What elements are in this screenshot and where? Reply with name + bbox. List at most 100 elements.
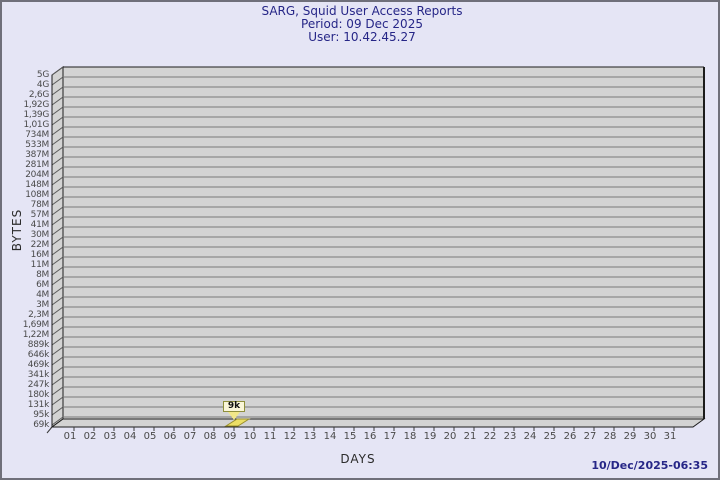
wall-diagonal	[51, 116, 64, 126]
wall-diagonal	[51, 186, 64, 196]
x-tick-label: 08	[203, 431, 217, 442]
x-tick-label: 19	[423, 431, 437, 442]
y-tick-label: 3M	[36, 300, 49, 310]
x-tick-label: 18	[403, 431, 417, 442]
y-tick-label: 41M	[30, 220, 50, 230]
x-tick-label: 02	[83, 431, 97, 442]
y-tick-label: 1,39G	[23, 110, 49, 120]
y-tick-label: 5G	[36, 70, 49, 80]
y-tick-label: 204M	[25, 170, 49, 180]
x-tick-label: 05	[143, 431, 157, 442]
x-tick-label: 04	[123, 431, 137, 442]
x-tick-label: 09	[223, 431, 237, 442]
wall-diagonal	[51, 366, 64, 376]
y-tick-label: 1,22M	[22, 330, 50, 340]
wall-diagonal	[51, 276, 64, 286]
y-tick-label: 734M	[25, 130, 49, 140]
wall-diagonal	[51, 266, 64, 276]
y-tick-label: 469k	[27, 360, 50, 370]
y-tick-label: 247k	[27, 380, 50, 390]
wall-diagonal	[51, 306, 64, 316]
y-tick-label: 281M	[25, 160, 49, 170]
wall-diagonal	[51, 66, 64, 76]
x-tick-label: 10	[243, 431, 257, 442]
wall-diagonal	[51, 196, 64, 206]
y-tick-label: 8M	[36, 270, 49, 280]
y-tick-label: 11M	[30, 260, 50, 270]
x-tick-label: 24	[523, 431, 537, 442]
report-timestamp: 10/Dec/2025-06:35	[591, 459, 708, 472]
y-tick-label: 2,3M	[28, 310, 49, 320]
y-tick-label: 4M	[36, 290, 49, 300]
y-tick-label: 387M	[25, 150, 49, 160]
wall-diagonal	[51, 246, 64, 256]
x-tick-label: 21	[463, 431, 477, 442]
wall-diagonal	[51, 356, 64, 366]
x-tick-label: 07	[183, 431, 197, 442]
wall-diagonal	[51, 216, 64, 226]
x-tick-label: 15	[343, 431, 357, 442]
x-tick-label: 23	[503, 431, 517, 442]
wall-diagonal	[51, 406, 64, 416]
report-header: SARG, Squid User Access Reports Period: …	[12, 5, 712, 44]
y-tick-label: 22M	[30, 240, 50, 250]
plot-backwall	[63, 67, 704, 419]
x-tick-label: 29	[623, 431, 637, 442]
y-tick-label: 148M	[25, 180, 49, 190]
wall-diagonal	[51, 416, 64, 426]
x-tick-label: 27	[583, 431, 597, 442]
y-tick-label: 1,92G	[23, 100, 49, 110]
wall-diagonal	[51, 286, 64, 296]
y-tick-label: 1,69M	[22, 320, 50, 330]
x-axis-title: DAYS	[340, 452, 376, 466]
wall-diagonal	[51, 96, 64, 106]
chart-title: SARG, Squid User Access Reports	[261, 4, 463, 18]
x-tick-label: 12	[283, 431, 297, 442]
wall-diagonal	[51, 386, 64, 396]
wall-diagonal	[51, 136, 64, 146]
bar-day-09	[224, 418, 251, 427]
chart-user: User: 10.42.45.27	[308, 30, 416, 44]
x-tick-label: 20	[443, 431, 457, 442]
wall-diagonal	[51, 126, 64, 136]
x-tick-label: 03	[103, 431, 117, 442]
wall-diagonal	[51, 76, 64, 86]
origin-tick	[46, 426, 53, 434]
x-tick-label: 22	[483, 431, 497, 442]
chart-period: Period: 09 Dec 2025	[301, 17, 423, 31]
wall-diagonal	[51, 396, 64, 406]
y-tick-label: 2,6G	[28, 90, 49, 100]
y-tick-label: 16M	[30, 250, 50, 260]
y-tick-label: 889k	[27, 340, 50, 350]
y-tick-label: 1,01G	[23, 120, 49, 130]
wall-diagonal	[51, 316, 64, 326]
y-tick-label: 57M	[30, 210, 50, 220]
y-tick-label: 4G	[36, 80, 49, 90]
wall-diagonal	[51, 376, 64, 386]
x-tick-label: 30	[643, 431, 657, 442]
wall-diagonal	[51, 176, 64, 186]
y-tick-label: 533M	[25, 140, 49, 150]
y-tick-label: 646k	[27, 350, 50, 360]
x-tick-label: 25	[543, 431, 557, 442]
wall-diagonal	[51, 226, 64, 236]
y-tick-label: 6M	[36, 280, 49, 290]
y-tick-label: 95k	[33, 410, 49, 420]
wall-diagonal	[51, 166, 64, 176]
y-tick-label: 341k	[27, 370, 50, 380]
y-tick-label: 78M	[30, 200, 50, 210]
wall-diagonal	[51, 236, 64, 246]
wall-diagonal	[51, 156, 64, 166]
wall-diagonal	[51, 296, 64, 306]
bar-value-label: 9k	[223, 401, 245, 412]
wall-diagonal	[51, 146, 64, 156]
x-tick-label: 26	[563, 431, 577, 442]
wall-diagonal	[51, 346, 64, 356]
x-tick-label: 06	[163, 431, 177, 442]
y-tick-label: 108M	[25, 190, 49, 200]
x-tick-label: 16	[363, 431, 377, 442]
y-tick-label: 30M	[30, 230, 50, 240]
